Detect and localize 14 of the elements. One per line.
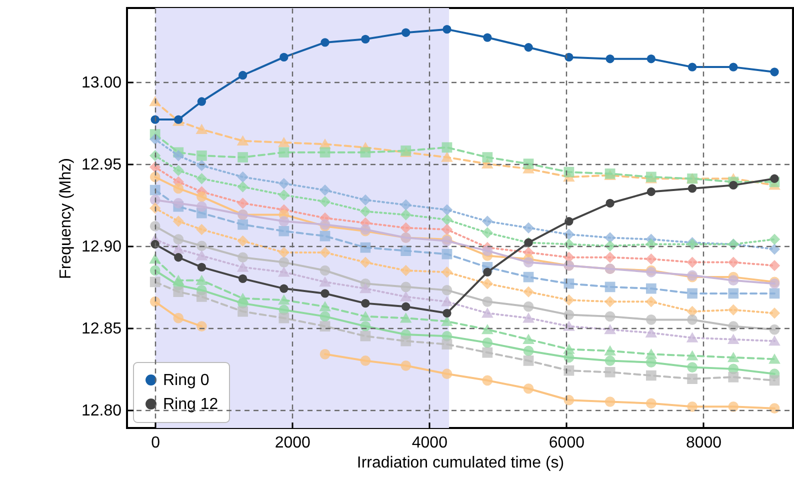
y-tick-label: 12.85 — [81, 320, 122, 338]
legend-label: Ring 0 — [163, 372, 210, 389]
y-tick-label: 12.95 — [81, 156, 122, 174]
x-axis-title: Irradiation cumulated time (s) — [356, 454, 564, 472]
x-tick-label: 8000 — [686, 434, 722, 452]
x-tick-label: 0 — [151, 434, 160, 452]
y-tick-label: 12.90 — [81, 238, 122, 256]
y-tick-label: 12.80 — [81, 402, 122, 420]
y-tick-label: 13.00 — [81, 74, 122, 92]
y-axis-title: Frequency (Mhz) — [57, 158, 74, 279]
x-tick-label: 4000 — [412, 434, 448, 452]
x-tick-label: 6000 — [548, 434, 585, 452]
legend-label: Ring 12 — [163, 396, 218, 413]
x-tick-label: 2000 — [274, 434, 311, 452]
